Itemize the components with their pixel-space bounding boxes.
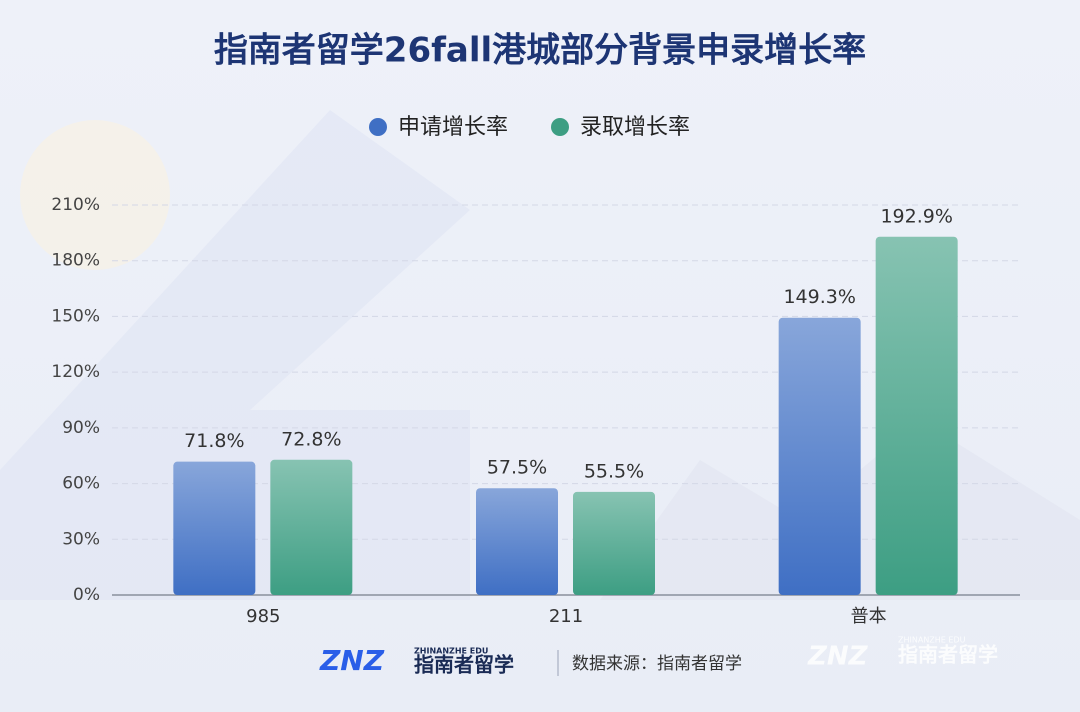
y-tick-label: 180% (51, 251, 100, 271)
watermark-name: 指南者留学 (898, 643, 998, 667)
y-tick-label: 120% (51, 362, 100, 382)
bar (778, 317, 861, 595)
data-label: 57.5% (487, 457, 547, 479)
x-tick-label: 普本 (851, 606, 887, 627)
legend: 申请增长率 录取增长率 (369, 115, 690, 140)
data-label: 71.8% (184, 430, 244, 452)
legend-swatch (551, 118, 569, 136)
y-tick-label: 60% (62, 474, 100, 494)
decoration (0, 110, 470, 600)
watermark-mark: ZNZ (807, 642, 869, 672)
decoration (20, 120, 170, 270)
logo-name: 指南者留学 (414, 653, 514, 677)
logo-mark: ZNZ (319, 644, 385, 677)
data-label: 149.3% (783, 286, 855, 308)
bar (270, 459, 353, 595)
y-tick-label: 90% (62, 418, 100, 438)
bar (875, 236, 958, 595)
watermark-sub: ZHINANZHE EDU (898, 636, 966, 645)
x-tick-label: 985 (246, 606, 280, 627)
data-label: 55.5% (584, 460, 644, 482)
bar (476, 488, 558, 595)
data-label: 72.8% (281, 428, 341, 450)
x-tick-label: 211 (549, 606, 583, 627)
chart-title: 指南者留学26fall港城部分背景申录增长率 (214, 31, 866, 71)
bar (173, 461, 256, 595)
legend-label: 申请增长率 (398, 115, 508, 140)
source: 数据来源：指南者留学 (572, 654, 742, 674)
y-tick-label: 0% (73, 585, 100, 605)
logo-sub: ZHINANZHE EDU (414, 647, 488, 656)
legend-label: 录取增长率 (580, 115, 690, 140)
data-label: 192.9% (880, 205, 952, 227)
y-tick-label: 30% (62, 529, 100, 549)
bar (573, 491, 655, 595)
legend-swatch (369, 118, 387, 136)
y-tick-label: 210% (51, 195, 100, 215)
y-tick-label: 150% (51, 306, 100, 326)
